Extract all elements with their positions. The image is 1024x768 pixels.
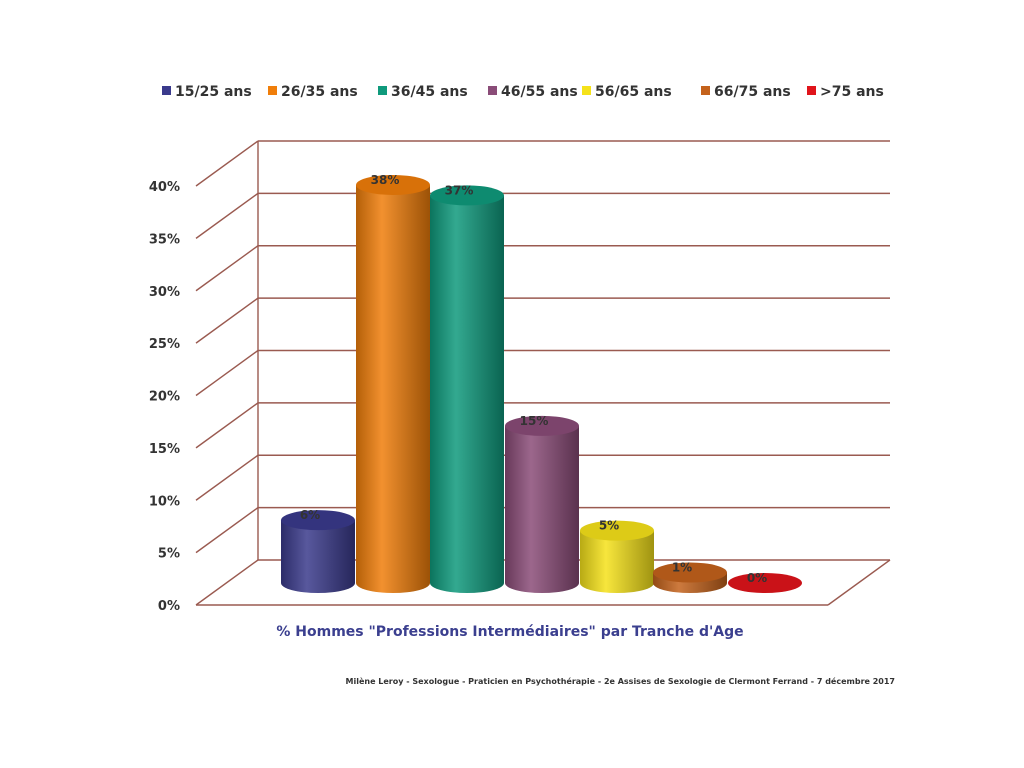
legend-swatch bbox=[488, 86, 497, 95]
gridline-side bbox=[195, 507, 259, 554]
bar bbox=[281, 510, 355, 593]
data-label: 38% bbox=[371, 173, 400, 187]
bar-top bbox=[505, 415, 579, 436]
gridline-side bbox=[195, 297, 259, 344]
bar bbox=[728, 573, 802, 593]
bar-body bbox=[430, 195, 504, 594]
bar-body bbox=[580, 530, 654, 593]
gridline-side bbox=[195, 349, 259, 397]
bar-top bbox=[281, 510, 355, 531]
data-label: 15% bbox=[520, 414, 549, 428]
bar bbox=[505, 415, 579, 593]
footer-credit: Milène Leroy - Sexologue - Praticien en … bbox=[346, 676, 896, 686]
y-tick-label: 10% bbox=[149, 494, 180, 509]
y-tick-label: 0% bbox=[158, 599, 180, 614]
bars bbox=[281, 174, 802, 594]
y-tick-label: 5% bbox=[158, 547, 180, 562]
legend-label: 36/45 ans bbox=[391, 84, 468, 100]
data-label: 6% bbox=[300, 508, 320, 522]
bar bbox=[356, 174, 430, 593]
legend-label: 46/55 ans bbox=[501, 84, 578, 100]
data-labels: 6% 38% 37% 15% 5% 1% 0% bbox=[300, 173, 767, 585]
gridline-side bbox=[195, 402, 259, 449]
legend-label: 26/35 ans bbox=[281, 84, 358, 100]
bar-top bbox=[580, 520, 654, 541]
legend-label: >75 ans bbox=[820, 84, 884, 100]
data-label: 37% bbox=[445, 183, 474, 197]
gridline-side bbox=[195, 140, 259, 187]
x-axis-title: % Hommes "Professions Intermédiaires" pa… bbox=[276, 624, 743, 640]
y-tick-label: 30% bbox=[149, 285, 180, 300]
legend-swatch bbox=[807, 86, 816, 95]
legend-label: 66/75 ans bbox=[714, 84, 791, 100]
legend-swatch bbox=[162, 86, 171, 95]
legend-label: 15/25 ans bbox=[175, 84, 252, 100]
y-tick-label: 40% bbox=[149, 180, 180, 195]
y-tick-label: 20% bbox=[149, 390, 180, 405]
legend-swatch bbox=[268, 86, 277, 95]
legend-label: 56/65 ans bbox=[595, 84, 672, 100]
y-axis: 0% 5% 10% 15% 20% 25% 30% 35% 40% bbox=[149, 180, 180, 614]
bar-top bbox=[653, 562, 727, 583]
data-label: 1% bbox=[672, 561, 692, 575]
bar-body bbox=[505, 425, 579, 593]
bar-body bbox=[281, 520, 355, 593]
gridline-side bbox=[195, 559, 259, 606]
legend: 15/25 ans 26/35 ans 36/45 ans 46/55 ans 56/6… bbox=[162, 84, 884, 100]
gridline-side bbox=[195, 245, 259, 292]
bar-body bbox=[356, 184, 430, 593]
bar-top bbox=[728, 573, 802, 593]
legend-swatch bbox=[701, 86, 710, 95]
bar-top bbox=[356, 174, 430, 195]
y-tick-label: 25% bbox=[149, 337, 180, 352]
floor-right-edge bbox=[827, 559, 891, 606]
gridline-side bbox=[195, 454, 259, 501]
bar bbox=[430, 185, 504, 594]
legend-swatch bbox=[378, 86, 387, 95]
gridline-side bbox=[195, 192, 259, 239]
data-label: 5% bbox=[599, 519, 619, 533]
bar-top bbox=[430, 185, 504, 206]
bar bbox=[580, 520, 654, 593]
bar bbox=[653, 562, 727, 593]
legend-swatch bbox=[582, 86, 591, 95]
data-label: 0% bbox=[747, 571, 767, 585]
y-tick-label: 35% bbox=[149, 232, 180, 247]
y-tick-label: 15% bbox=[149, 442, 180, 457]
